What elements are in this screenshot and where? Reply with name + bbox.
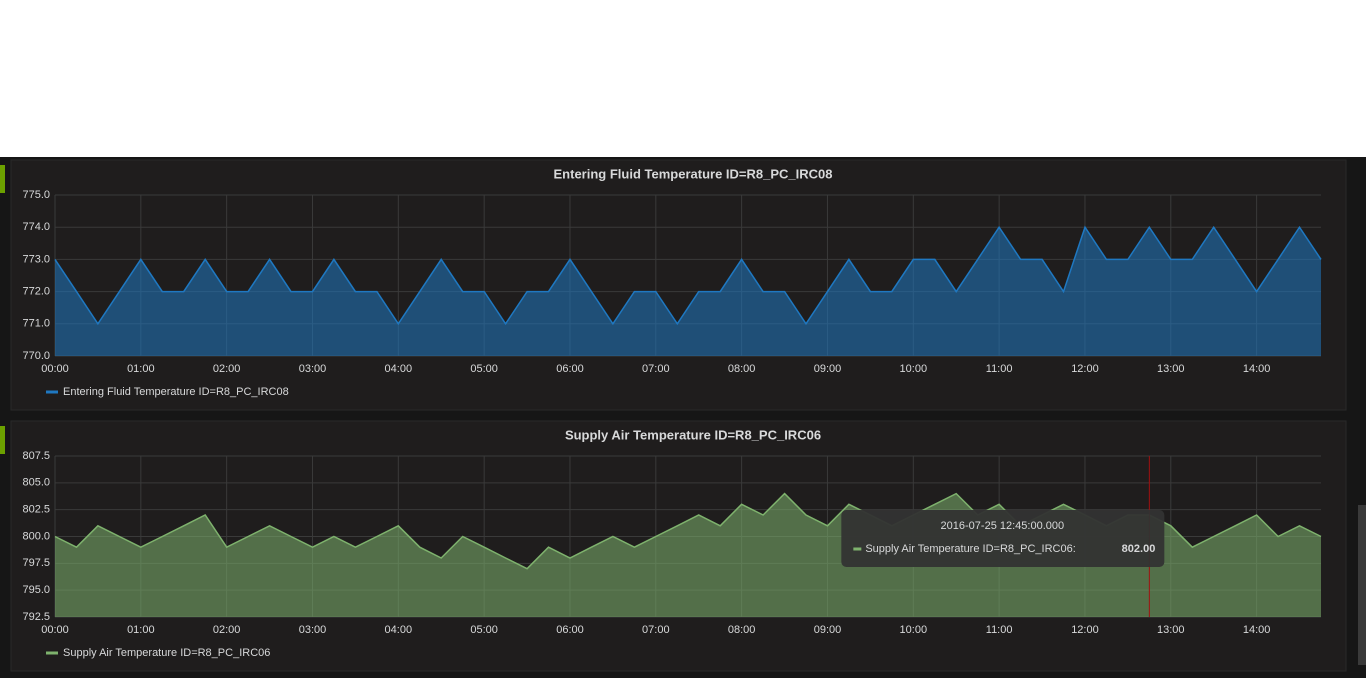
- panel-title: Supply Air Temperature ID=R8_PC_IRC06: [565, 427, 821, 442]
- x-tick-label: 02:00: [213, 363, 241, 375]
- x-tick-label: 01:00: [127, 624, 155, 636]
- panel-marker: [0, 426, 5, 454]
- x-tick-label: 06:00: [556, 363, 584, 375]
- x-tick-label: 08:00: [728, 624, 756, 636]
- legend-label: Supply Air Temperature ID=R8_PC_IRC06: [63, 647, 270, 659]
- x-tick-label: 04:00: [385, 624, 413, 636]
- x-tick-label: 03:00: [299, 624, 327, 636]
- x-tick-label: 12:00: [1071, 624, 1099, 636]
- x-tick-label: 05:00: [470, 624, 498, 636]
- x-tick-label: 13:00: [1157, 363, 1185, 375]
- x-tick-label: 01:00: [127, 363, 155, 375]
- x-tick-label: 08:00: [728, 363, 756, 375]
- x-tick-label: 00:00: [41, 624, 69, 636]
- area-fill: [55, 227, 1321, 356]
- y-tick-label: 772.0: [22, 286, 50, 298]
- y-tick-label: 775.0: [22, 189, 50, 201]
- y-tick-label: 797.5: [22, 557, 50, 569]
- x-tick-label: 12:00: [1071, 363, 1099, 375]
- y-tick-label: 774.0: [22, 221, 50, 233]
- panel-marker: [0, 165, 5, 193]
- x-tick-label: 07:00: [642, 363, 670, 375]
- y-tick-label: 805.0: [22, 477, 50, 489]
- tooltip-value: 802.00: [1122, 543, 1156, 555]
- x-tick-label: 06:00: [556, 624, 584, 636]
- x-tick-label: 04:00: [385, 363, 413, 375]
- y-tick-label: 771.0: [22, 318, 50, 330]
- y-tick-label: 795.0: [22, 584, 50, 596]
- x-tick-label: 00:00: [41, 363, 69, 375]
- y-tick-label: 770.0: [22, 350, 50, 362]
- tooltip: [841, 510, 1165, 567]
- x-tick-label: 10:00: [900, 363, 928, 375]
- series-line: [54, 225, 1322, 326]
- x-tick-label: 02:00: [213, 624, 241, 636]
- top-area: [0, 0, 1366, 157]
- x-tick-label: 11:00: [986, 624, 1013, 636]
- y-tick-label: 802.5: [22, 504, 50, 516]
- x-tick-label: 07:00: [642, 624, 670, 636]
- y-tick-label: 773.0: [22, 253, 50, 265]
- x-tick-label: 09:00: [814, 363, 842, 375]
- x-tick-label: 10:00: [900, 624, 928, 636]
- tooltip-time: 2016-07-25 12:45:00.000: [941, 520, 1065, 532]
- x-tick-label: 11:00: [986, 363, 1013, 375]
- y-tick-label: 792.5: [22, 611, 50, 623]
- x-tick-label: 14:00: [1243, 624, 1271, 636]
- tooltip-series: Supply Air Temperature ID=R8_PC_IRC06:: [865, 543, 1075, 555]
- x-tick-label: 03:00: [299, 363, 327, 375]
- panel-title: Entering Fluid Temperature ID=R8_PC_IRC0…: [554, 166, 833, 181]
- x-tick-label: 09:00: [814, 624, 842, 636]
- y-tick-label: 807.5: [22, 450, 50, 462]
- y-tick-label: 800.0: [22, 530, 50, 542]
- x-tick-label: 14:00: [1243, 363, 1271, 375]
- scrollbar[interactable]: [1358, 505, 1366, 665]
- x-tick-label: 13:00: [1157, 624, 1185, 636]
- x-tick-label: 05:00: [470, 363, 498, 375]
- legend-label: Entering Fluid Temperature ID=R8_PC_IRC0…: [63, 386, 289, 398]
